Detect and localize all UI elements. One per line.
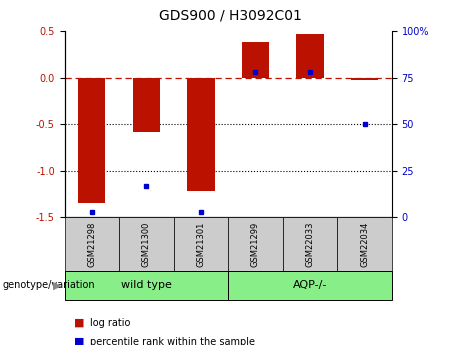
Text: GSM21300: GSM21300 (142, 221, 151, 267)
Bar (78, 78, 106, 203)
Text: log ratio: log ratio (90, 318, 130, 327)
Text: percentile rank within the sample: percentile rank within the sample (90, 337, 255, 345)
Text: wild type: wild type (121, 280, 172, 290)
Bar (351, 78, 378, 80)
Text: GSM22033: GSM22033 (306, 221, 314, 267)
Text: GDS900 / H3092C01: GDS900 / H3092C01 (159, 9, 302, 23)
Text: ■: ■ (74, 318, 84, 327)
Bar (187, 78, 214, 191)
Bar (242, 42, 269, 78)
Text: genotype/variation: genotype/variation (2, 280, 95, 290)
Text: ▶: ▶ (53, 280, 62, 290)
Text: GSM22034: GSM22034 (360, 221, 369, 267)
Text: GSM21299: GSM21299 (251, 221, 260, 267)
Bar (296, 34, 324, 78)
Text: GSM21298: GSM21298 (87, 221, 96, 267)
Bar (133, 78, 160, 132)
Text: GSM21301: GSM21301 (196, 221, 206, 267)
Text: ■: ■ (74, 337, 84, 345)
Text: AQP-/-: AQP-/- (293, 280, 327, 290)
